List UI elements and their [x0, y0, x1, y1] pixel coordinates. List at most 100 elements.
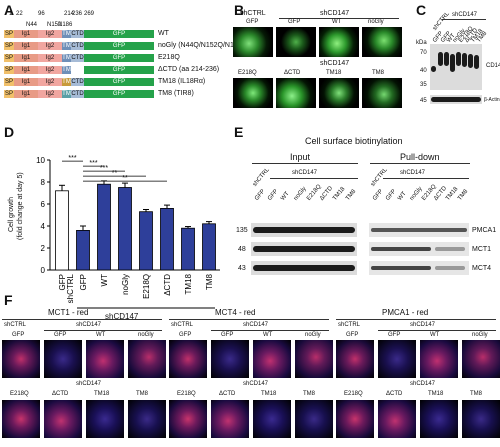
- d-bar: [181, 227, 195, 271]
- c-band: [474, 55, 479, 69]
- d-ytick-label: 4: [41, 222, 46, 231]
- c-marker-45: 45: [420, 98, 427, 104]
- f-tile-label: E218Q: [10, 391, 29, 397]
- f-tile-label: GFP: [54, 332, 67, 338]
- e-pd-header-shcd147: shCD147: [400, 170, 426, 176]
- f-image-top: [295, 340, 333, 378]
- pos-214: 214: [64, 11, 75, 17]
- d-bar: [139, 211, 153, 271]
- f-sub-line: [378, 330, 496, 331]
- seg-ctd: CTD: [71, 54, 84, 62]
- seg-tm: TM: [62, 42, 71, 50]
- f-image-top: [420, 340, 458, 378]
- f-header-shcd147: shCD147: [243, 322, 269, 328]
- f-header-shctrl: shCTRL: [171, 322, 194, 328]
- d-ytick-label: 6: [41, 200, 46, 209]
- construct-label-tm18: TM18 (IL18Rα): [158, 78, 206, 85]
- b-header-line: [279, 18, 399, 19]
- c-blot-actin: [430, 95, 482, 104]
- c-kda-label: kDa: [416, 40, 427, 46]
- construct-label-tm8: TM8 (TIR8): [158, 90, 194, 97]
- d-xlabel: shCD147: [105, 312, 139, 321]
- panel-label-c: C: [416, 2, 427, 18]
- f-tile-label: WT: [263, 332, 273, 338]
- f-image-bottom: [2, 400, 40, 438]
- construct-label-dctd: ΔCTD (aa 214-236): [158, 66, 220, 73]
- e-in-lane-4: noGly: [293, 185, 308, 202]
- seg-sp: SP: [4, 54, 14, 62]
- d-sig-stars: ***: [100, 165, 108, 172]
- seg-ig2: Ig2: [38, 42, 62, 50]
- c-band: [431, 66, 436, 72]
- e-label-mct4: MCT4: [472, 265, 492, 272]
- f-tile-label: ΔCTD: [52, 391, 69, 397]
- seg-tm-tir8: TM: [62, 90, 71, 98]
- d-sig-stars: **: [112, 170, 118, 177]
- c-band: [450, 54, 455, 72]
- panel-label-d: D: [4, 124, 15, 140]
- f-tile-label: E218Q: [344, 391, 363, 397]
- seg-gfp: GFP: [84, 66, 154, 74]
- f-tile-label: TM18: [94, 391, 110, 397]
- f-image-top: [378, 340, 416, 378]
- f-group-line: [336, 319, 496, 320]
- seg-tm: TM: [62, 66, 71, 74]
- b-label-nogly: noGly: [368, 19, 384, 25]
- f-tile-label: ΔCTD: [219, 391, 236, 397]
- seg-gfp: GFP: [84, 90, 154, 98]
- d-category-label: WT: [100, 274, 109, 287]
- d-category-label: TM8: [205, 273, 214, 290]
- f-image-top: [128, 340, 166, 378]
- e-in-header-shctrl: shCTRL: [252, 167, 271, 188]
- e-in-subline: [270, 178, 358, 179]
- f-tile-label: noGly: [305, 332, 321, 338]
- f-group-line: [2, 319, 162, 320]
- b-label-tm8: TM8: [372, 70, 384, 76]
- b-label-wt: WT: [332, 19, 342, 25]
- c-header-shcd147: shCD147: [452, 12, 478, 18]
- d-sig-stars: ***: [89, 160, 97, 167]
- b-image-tm18: [319, 78, 359, 108]
- f-image-top: [2, 340, 40, 378]
- f-tile-label: GFP: [179, 332, 192, 338]
- pos-269: 269: [84, 11, 95, 17]
- c-band-actin: [431, 97, 481, 102]
- d-ylabel-2: (fold change at day 5): [17, 172, 24, 240]
- f-tile-label: GFP: [12, 332, 25, 338]
- f-image-top: [44, 340, 82, 378]
- e-in-lane-3: WT: [280, 190, 291, 202]
- e-in-header-shcd147: shCD147: [292, 170, 318, 176]
- b-image-shctrl-gfp: [233, 27, 273, 57]
- f-tile-label: TM18: [261, 391, 277, 397]
- f-image-bottom: [44, 400, 82, 438]
- e-pd-lane-4: noGly: [409, 185, 424, 202]
- f-tile-label: noGly: [472, 332, 488, 338]
- d-category-label: noGly: [121, 274, 130, 295]
- b-label-dctd: ΔCTD: [284, 70, 301, 76]
- seg-sp: SP: [4, 90, 14, 98]
- c-blot-cd147: [430, 44, 482, 90]
- panel-label-b: B: [234, 2, 245, 18]
- f-image-top: [462, 340, 500, 378]
- f-tile-label: TM8: [470, 391, 482, 397]
- f-image-bottom: [295, 400, 333, 438]
- seg-ig1: Ig1: [14, 78, 38, 86]
- b-header-shctrl: shCTRL: [240, 10, 266, 17]
- d-ytick-label: 10: [36, 156, 45, 165]
- f-image-bottom: [169, 400, 207, 438]
- f-image-bottom: [420, 400, 458, 438]
- f-tile-label: GFP: [346, 332, 359, 338]
- b-image-shcd147-wt: [319, 27, 359, 57]
- pos-22: 22: [16, 11, 23, 17]
- e-marker-135: 135: [236, 227, 248, 234]
- construct-tm18: SP Ig1 Ig2 TM CTD GFP: [4, 78, 154, 86]
- e-input-mct1-blot: [251, 242, 357, 256]
- e-pulldown-pmca1-blot: [369, 223, 469, 237]
- f-image-top: [86, 340, 124, 378]
- f-image-bottom: [128, 400, 166, 438]
- seg-ctd: CTD: [71, 78, 84, 86]
- d-bar: [55, 190, 69, 271]
- e-pd-lane-1: GFP: [372, 188, 385, 202]
- f-header-shcd147: shCD147: [76, 322, 102, 328]
- c-marker-40: 40: [420, 68, 427, 74]
